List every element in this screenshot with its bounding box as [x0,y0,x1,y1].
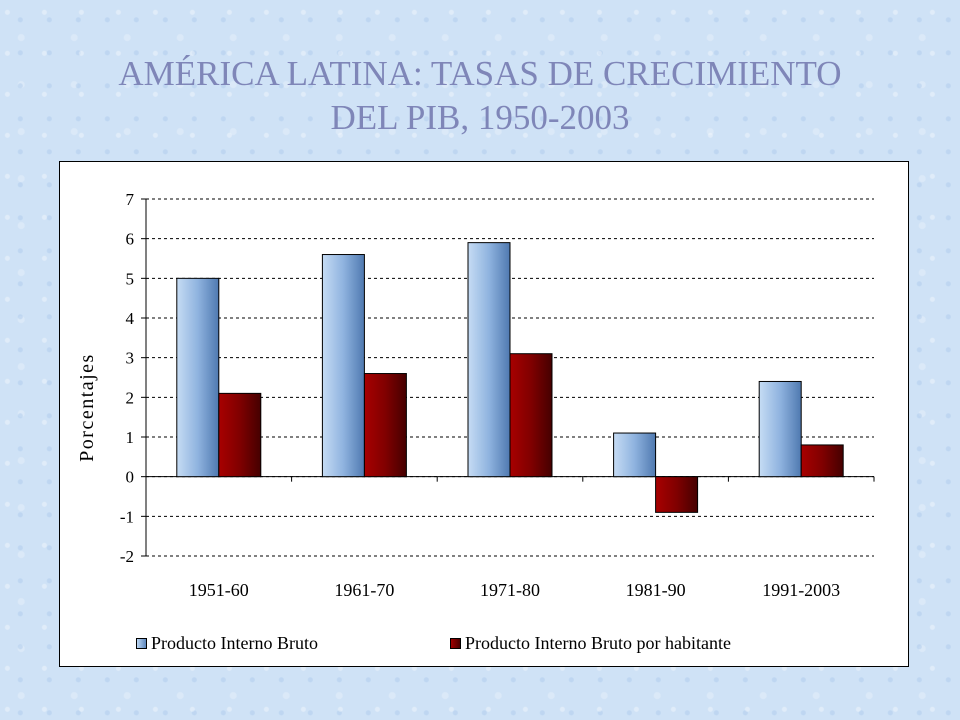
x-tick-label: 1971-80 [480,580,540,600]
chart-legend: Producto Interno Bruto Producto Interno … [136,633,886,659]
legend-swatch-pib-habitante [450,638,461,649]
legend-swatch-pib [136,638,147,649]
bar-pib-habitante [655,476,699,513]
chart-title-line-1: AMÉRICA LATINA: TASAS DE CRECIMIENTO [118,54,842,93]
legend-label-pib-habitante: Producto Interno Bruto por habitante [465,633,731,653]
bar-pib-habitante [218,392,262,478]
chart-title-line-2: DEL PIB, 1950-2003 [330,98,630,137]
y-tick-label: 6 [126,230,135,249]
x-tick-label: 1981-90 [626,580,686,600]
bar-pib-habitante [363,373,407,478]
x-tick-label: 1951-60 [189,580,249,600]
y-tick-label: 5 [126,269,135,288]
chart-area: -2 -1 0 1 2 3 4 5 6 7 1951-60 1961-70 1971-80 1981-90… [59,161,909,667]
y-tick-label: -1 [120,507,134,526]
y-tick-label: -2 [120,547,134,566]
chart-title: AMÉRICA LATINA: TASAS DE CRECIMIENTO DEL… [0,52,960,140]
y-tick-label: 3 [126,349,135,368]
y-tick-label: 4 [126,309,135,328]
legend-item-pib-habitante: Producto Interno Bruto por habitante [450,633,731,654]
legend-item-pib: Producto Interno Bruto [136,633,318,654]
y-tick-label: 7 [126,190,135,209]
legend-label-pib: Producto Interno Bruto [151,633,318,653]
bar-chart: -2 -1 0 1 2 3 4 5 6 7 1951-60 1961-70 1971-80 1981-90… [76,190,875,600]
x-tick-label: 1961-70 [334,580,394,600]
bar-pib [758,380,802,478]
bar-pib [613,432,657,478]
bar-pib [176,277,220,478]
bar-pib-habitante [509,353,553,478]
y-axis-title: Porcentajes [76,353,98,462]
y-tick-label: 2 [126,388,135,407]
x-tick-label: 1991-2003 [762,580,840,600]
bar-pib [321,254,365,478]
bar-pib [467,242,511,478]
y-tick-label: 0 [126,468,135,487]
bar-pib-habitante [800,444,844,478]
y-tick-label: 1 [126,428,135,447]
